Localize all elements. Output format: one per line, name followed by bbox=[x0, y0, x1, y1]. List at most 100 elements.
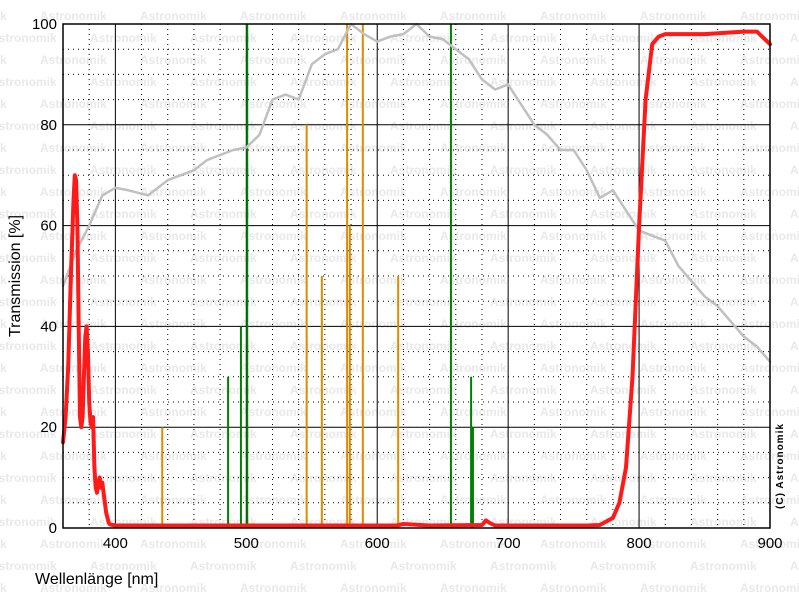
watermark-text: Astronomik bbox=[0, 449, 7, 463]
watermark-text: Astronomik bbox=[140, 537, 207, 551]
watermark-text: Astronomik bbox=[690, 207, 757, 221]
watermark-text: Astronomik bbox=[40, 449, 107, 463]
watermark-text: Astronomik bbox=[540, 361, 607, 375]
watermark-text: Astronomik bbox=[690, 295, 757, 309]
watermark-text: Astronomik bbox=[790, 515, 799, 529]
watermark-text: Astronomik bbox=[140, 97, 207, 111]
watermark-text: Astronomik bbox=[140, 141, 207, 155]
watermark-text: Astronomik bbox=[0, 185, 7, 199]
spectral-lines bbox=[161, 24, 474, 528]
watermark-text: Astronomik bbox=[90, 207, 157, 221]
watermark-text: Astronomik bbox=[240, 449, 307, 463]
x-tick-label: 700 bbox=[496, 535, 521, 552]
watermark-text: Astronomik bbox=[690, 251, 757, 265]
watermark-text: Astronomik bbox=[0, 207, 57, 221]
y-tick-label: 60 bbox=[40, 218, 57, 235]
x-tick-label: 600 bbox=[365, 535, 390, 552]
watermark-text: Astronomik bbox=[90, 75, 157, 89]
watermark-text: Astronomik bbox=[640, 9, 707, 23]
watermark-text: Astronomik bbox=[690, 119, 757, 133]
watermark-text: Astronomik bbox=[390, 251, 457, 265]
watermark-text: Astronomik bbox=[0, 317, 7, 331]
watermark-text: Astronomik bbox=[0, 427, 57, 441]
watermark-text: Astronomik bbox=[690, 339, 757, 353]
watermark-text: Astronomik bbox=[740, 9, 799, 23]
watermark-text: Astronomik bbox=[340, 317, 407, 331]
y-tick-label: 80 bbox=[40, 117, 57, 134]
watermark-text: Astronomik bbox=[490, 383, 557, 397]
watermark-text: Astronomik bbox=[240, 141, 307, 155]
watermark-text: Astronomik bbox=[0, 53, 7, 67]
watermark-text: Astronomik bbox=[0, 75, 57, 89]
watermark-text: Astronomik bbox=[590, 295, 657, 309]
watermark-text: Astronomik bbox=[390, 427, 457, 441]
watermark-text: Astronomik bbox=[340, 493, 407, 507]
watermark-text: Astronomik bbox=[690, 163, 757, 177]
watermark-text: Astronomik bbox=[340, 229, 407, 243]
watermark-text: Astronomik bbox=[490, 163, 557, 177]
watermark-text: Astronomik bbox=[340, 9, 407, 23]
watermark-text: Astronomik bbox=[340, 53, 407, 67]
watermark-text: Astronomik bbox=[240, 581, 307, 595]
watermark-text: Astronomik bbox=[90, 31, 157, 45]
watermark-text: Astronomik bbox=[90, 427, 157, 441]
watermark-text: Astronomik bbox=[540, 581, 607, 595]
watermark-text: Astronomik bbox=[740, 537, 799, 551]
watermark-text: Astronomik bbox=[790, 207, 799, 221]
watermark-text: Astronomik bbox=[790, 31, 799, 45]
watermark-text: Astronomik bbox=[40, 273, 107, 287]
watermark-text: Astronomik bbox=[40, 493, 107, 507]
watermark-text: Astronomik bbox=[190, 207, 257, 221]
watermark-text: Astronomik bbox=[90, 383, 157, 397]
watermark-text: Astronomik bbox=[640, 493, 707, 507]
watermark-text: Astronomik bbox=[90, 339, 157, 353]
watermark-text: Astronomik bbox=[0, 251, 57, 265]
watermark-text: Astronomik bbox=[0, 163, 57, 177]
grid bbox=[63, 24, 770, 528]
watermark-text: Astronomik bbox=[0, 339, 57, 353]
watermark-text: Astronomik bbox=[440, 9, 507, 23]
watermark-text: Astronomik bbox=[240, 361, 307, 375]
watermark-text: Astronomik bbox=[190, 119, 257, 133]
watermark-text: Astronomik bbox=[540, 449, 607, 463]
watermark-text: Astronomik bbox=[590, 515, 657, 529]
watermark-text: Astronomik bbox=[40, 361, 107, 375]
watermark-text: Astronomik bbox=[590, 251, 657, 265]
watermark-text: Astronomik bbox=[790, 75, 799, 89]
watermark-text: Astronomik bbox=[790, 383, 799, 397]
watermark-text: Astronomik bbox=[740, 581, 799, 595]
watermark-text: Astronomik bbox=[640, 185, 707, 199]
watermark-text: Astronomik bbox=[540, 317, 607, 331]
watermark-text: Astronomik bbox=[540, 537, 607, 551]
watermark-text: Astronomik bbox=[440, 141, 507, 155]
watermark-text: Astronomik bbox=[90, 559, 157, 573]
watermark-text: Astronomik bbox=[490, 31, 557, 45]
watermark-text: Astronomik bbox=[490, 427, 557, 441]
watermark-text: Astronomik bbox=[190, 75, 257, 89]
watermark-text: Astronomik bbox=[40, 317, 107, 331]
watermark-text: Astronomik bbox=[540, 273, 607, 287]
watermark-text: Astronomik bbox=[40, 97, 107, 111]
watermark-text: Astronomik bbox=[490, 119, 557, 133]
watermark-text: Astronomik bbox=[140, 449, 207, 463]
watermark-text: Astronomik bbox=[0, 229, 7, 243]
watermark-text: Astronomik bbox=[340, 581, 407, 595]
watermark-text: Astronomik bbox=[340, 361, 407, 375]
watermark-text: Astronomik bbox=[690, 559, 757, 573]
watermark-text: Astronomik bbox=[240, 53, 307, 67]
watermark-text: Astronomik bbox=[440, 317, 507, 331]
watermark-text: Astronomik bbox=[140, 53, 207, 67]
watermark-text: Astronomik bbox=[540, 53, 607, 67]
watermark-text: Astronomik bbox=[140, 493, 207, 507]
watermark-text: Astronomik bbox=[590, 207, 657, 221]
watermark-text: Astronomik bbox=[240, 317, 307, 331]
watermark-text: Astronomik bbox=[190, 31, 257, 45]
tick-labels: 400 500 600 700 800 900 0 20 40 60 80 100 bbox=[32, 16, 783, 552]
watermark-text: Astronomik bbox=[590, 427, 657, 441]
watermark-text: Astronomik bbox=[790, 427, 799, 441]
watermark-text: Astronomik bbox=[140, 9, 207, 23]
watermark-text: Astronomik bbox=[440, 361, 507, 375]
watermark-text: Astronomik bbox=[540, 229, 607, 243]
watermark-text: Astronomik bbox=[0, 273, 7, 287]
watermark-text: Astronomik bbox=[140, 229, 207, 243]
